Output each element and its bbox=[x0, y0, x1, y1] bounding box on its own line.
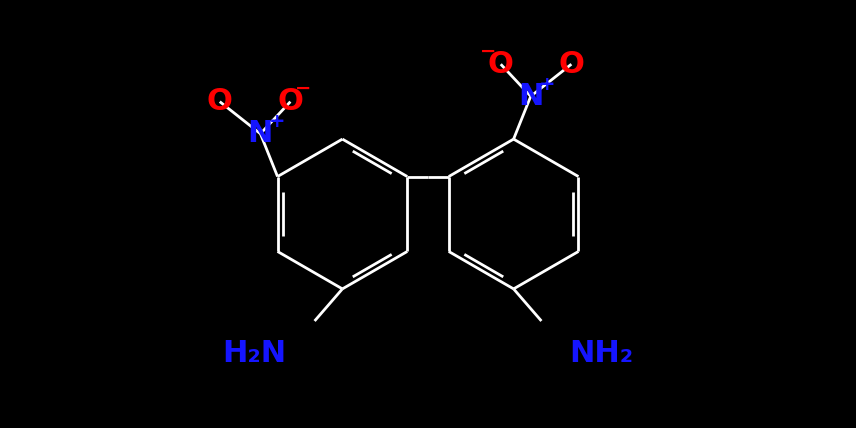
Text: O: O bbox=[207, 87, 233, 116]
Text: NH₂: NH₂ bbox=[569, 339, 633, 368]
Text: N: N bbox=[518, 82, 544, 111]
Text: −: − bbox=[479, 42, 496, 61]
Text: +: + bbox=[269, 112, 285, 131]
Text: N: N bbox=[247, 119, 273, 148]
Text: O: O bbox=[558, 50, 585, 79]
Text: O: O bbox=[277, 87, 303, 116]
Text: H₂N: H₂N bbox=[223, 339, 287, 368]
Text: −: − bbox=[295, 79, 312, 98]
Text: O: O bbox=[488, 50, 514, 79]
Text: +: + bbox=[538, 75, 556, 94]
